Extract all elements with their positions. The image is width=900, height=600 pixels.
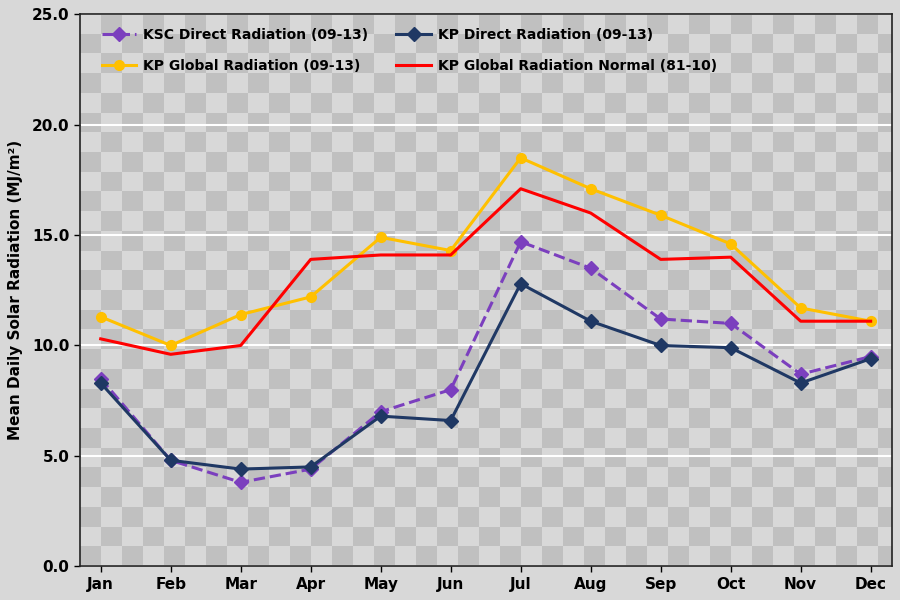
KSC Direct Radiation (09-13) [375,408,386,415]
KP Direct Radiation (09-13) [516,280,526,287]
KSC Direct Radiation (09-13) [655,316,666,323]
KP Direct Radiation (09-13) [305,463,316,470]
KSC Direct Radiation (09-13) [516,238,526,245]
KP Global Radiation Normal (81-10) [95,335,106,343]
KP Global Radiation (09-13) [166,342,176,349]
KP Global Radiation Normal (81-10) [375,251,386,259]
KP Global Radiation (09-13) [865,317,876,325]
KP Global Radiation (09-13) [585,185,596,193]
Y-axis label: Mean Daily Solar Radiation (MJ/m²): Mean Daily Solar Radiation (MJ/m²) [8,140,23,440]
KSC Direct Radiation (09-13) [446,386,456,393]
KSC Direct Radiation (09-13) [796,371,806,378]
KP Direct Radiation (09-13) [95,379,106,386]
KSC Direct Radiation (09-13) [725,320,736,327]
Legend: KSC Direct Radiation (09-13), KP Global Radiation (09-13), KP Direct Radiation (: KSC Direct Radiation (09-13), KP Global … [94,21,724,80]
KP Global Radiation (09-13) [516,154,526,161]
KP Global Radiation Normal (81-10) [166,351,176,358]
KSC Direct Radiation (09-13) [235,479,246,486]
Line: KP Global Radiation (09-13): KP Global Radiation (09-13) [95,153,876,350]
KP Global Radiation Normal (81-10) [585,209,596,217]
KP Global Radiation Normal (81-10) [305,256,316,263]
KP Global Radiation Normal (81-10) [516,185,526,193]
KP Direct Radiation (09-13) [865,355,876,362]
KP Global Radiation Normal (81-10) [235,342,246,349]
KSC Direct Radiation (09-13) [166,457,176,464]
KSC Direct Radiation (09-13) [305,466,316,473]
KP Direct Radiation (09-13) [166,457,176,464]
KP Global Radiation (09-13) [725,241,736,248]
KP Global Radiation Normal (81-10) [446,251,456,259]
Line: KSC Direct Radiation (09-13): KSC Direct Radiation (09-13) [95,237,876,487]
KP Global Radiation (09-13) [235,311,246,318]
KP Direct Radiation (09-13) [446,417,456,424]
KP Global Radiation (09-13) [796,304,806,311]
KSC Direct Radiation (09-13) [585,265,596,272]
KP Global Radiation (09-13) [305,293,316,301]
KP Direct Radiation (09-13) [235,466,246,473]
KP Global Radiation (09-13) [95,313,106,320]
KP Direct Radiation (09-13) [585,317,596,325]
KP Global Radiation Normal (81-10) [865,317,876,325]
Line: KP Global Radiation Normal (81-10): KP Global Radiation Normal (81-10) [101,189,870,355]
KP Global Radiation Normal (81-10) [725,254,736,261]
KP Direct Radiation (09-13) [796,379,806,386]
KP Global Radiation Normal (81-10) [655,256,666,263]
KP Direct Radiation (09-13) [725,344,736,351]
KP Direct Radiation (09-13) [655,342,666,349]
Line: KP Direct Radiation (09-13): KP Direct Radiation (09-13) [95,279,876,474]
KP Global Radiation (09-13) [446,247,456,254]
KSC Direct Radiation (09-13) [865,353,876,360]
KP Global Radiation (09-13) [655,212,666,219]
KSC Direct Radiation (09-13) [95,375,106,382]
KP Global Radiation (09-13) [375,234,386,241]
KP Global Radiation Normal (81-10) [796,317,806,325]
KP Direct Radiation (09-13) [375,413,386,420]
